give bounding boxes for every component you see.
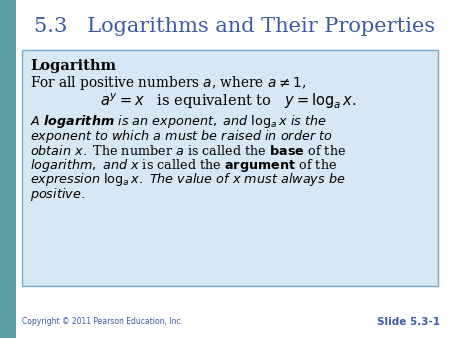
Text: Copyright © 2011 Pearson Education, Inc.: Copyright © 2011 Pearson Education, Inc.: [22, 317, 183, 327]
Text: $logarithm,\ and\ x$ is called the $\mathbf{argument}$ of the: $logarithm,\ and\ x$ is called the $\mat…: [30, 157, 337, 174]
Text: $\mathit{positive.}$: $\mathit{positive.}$: [30, 186, 85, 203]
Text: $exponent\ to\ which\ a\ must\ be\ raised\ in\ order\ to$: $exponent\ to\ which\ a\ must\ be\ raise…: [30, 128, 333, 145]
Text: For all positive numbers $a$, where $a \neq 1$,: For all positive numbers $a$, where $a \…: [30, 74, 306, 92]
Text: Logarithm: Logarithm: [30, 59, 116, 73]
FancyBboxPatch shape: [22, 50, 438, 286]
Text: $obtain\ x.$ The number $a$ is called the $\mathbf{base}$ of the: $obtain\ x.$ The number $a$ is called th…: [30, 144, 346, 158]
Text: $A$ $\mathbfit{logarithm}$ $is\ an\ exponent,\ and\ \log_a x\ is\ the$: $A$ $\mathbfit{logarithm}$ $is\ an\ expo…: [30, 114, 327, 130]
Text: $a^y = x$   is equivalent to   $y = \log_a x.$: $a^y = x$ is equivalent to $y = \log_a x…: [100, 91, 356, 111]
Text: 5.3   Logarithms and Their Properties: 5.3 Logarithms and Their Properties: [35, 17, 436, 35]
Bar: [0, 0, 16, 338]
Text: Slide 5.3-1: Slide 5.3-1: [377, 317, 440, 327]
Text: $expression\ \log_a x.$ $\mathit{The\ value\ of\ x\ must\ always\ be}$: $expression\ \log_a x.$ $\mathit{The\ va…: [30, 171, 346, 189]
